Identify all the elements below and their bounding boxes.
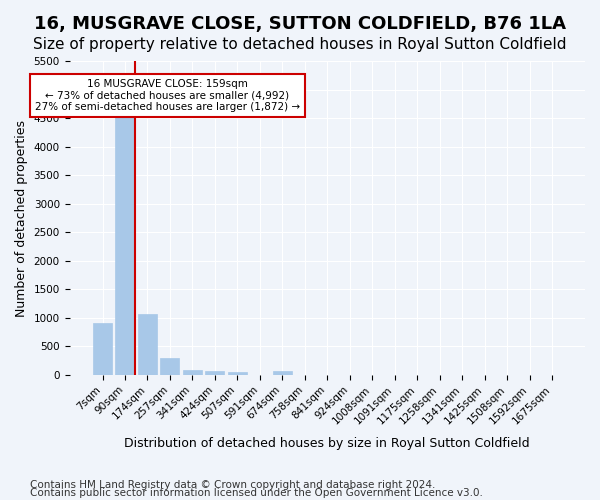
Text: Contains HM Land Registry data © Crown copyright and database right 2024.: Contains HM Land Registry data © Crown c… — [30, 480, 436, 490]
Bar — [160, 358, 179, 374]
Bar — [183, 370, 202, 374]
Bar — [115, 116, 134, 374]
Bar — [138, 314, 157, 374]
Text: Contains public sector information licensed under the Open Government Licence v3: Contains public sector information licen… — [30, 488, 483, 498]
Y-axis label: Number of detached properties: Number of detached properties — [15, 120, 28, 316]
Bar — [273, 371, 292, 374]
Text: Size of property relative to detached houses in Royal Sutton Coldfield: Size of property relative to detached ho… — [33, 38, 567, 52]
X-axis label: Distribution of detached houses by size in Royal Sutton Coldfield: Distribution of detached houses by size … — [124, 437, 530, 450]
Bar — [205, 371, 224, 374]
Bar — [93, 324, 112, 374]
Text: 16 MUSGRAVE CLOSE: 159sqm
← 73% of detached houses are smaller (4,992)
27% of se: 16 MUSGRAVE CLOSE: 159sqm ← 73% of detac… — [35, 78, 300, 112]
Text: 16, MUSGRAVE CLOSE, SUTTON COLDFIELD, B76 1LA: 16, MUSGRAVE CLOSE, SUTTON COLDFIELD, B7… — [34, 15, 566, 33]
Bar — [228, 372, 247, 374]
